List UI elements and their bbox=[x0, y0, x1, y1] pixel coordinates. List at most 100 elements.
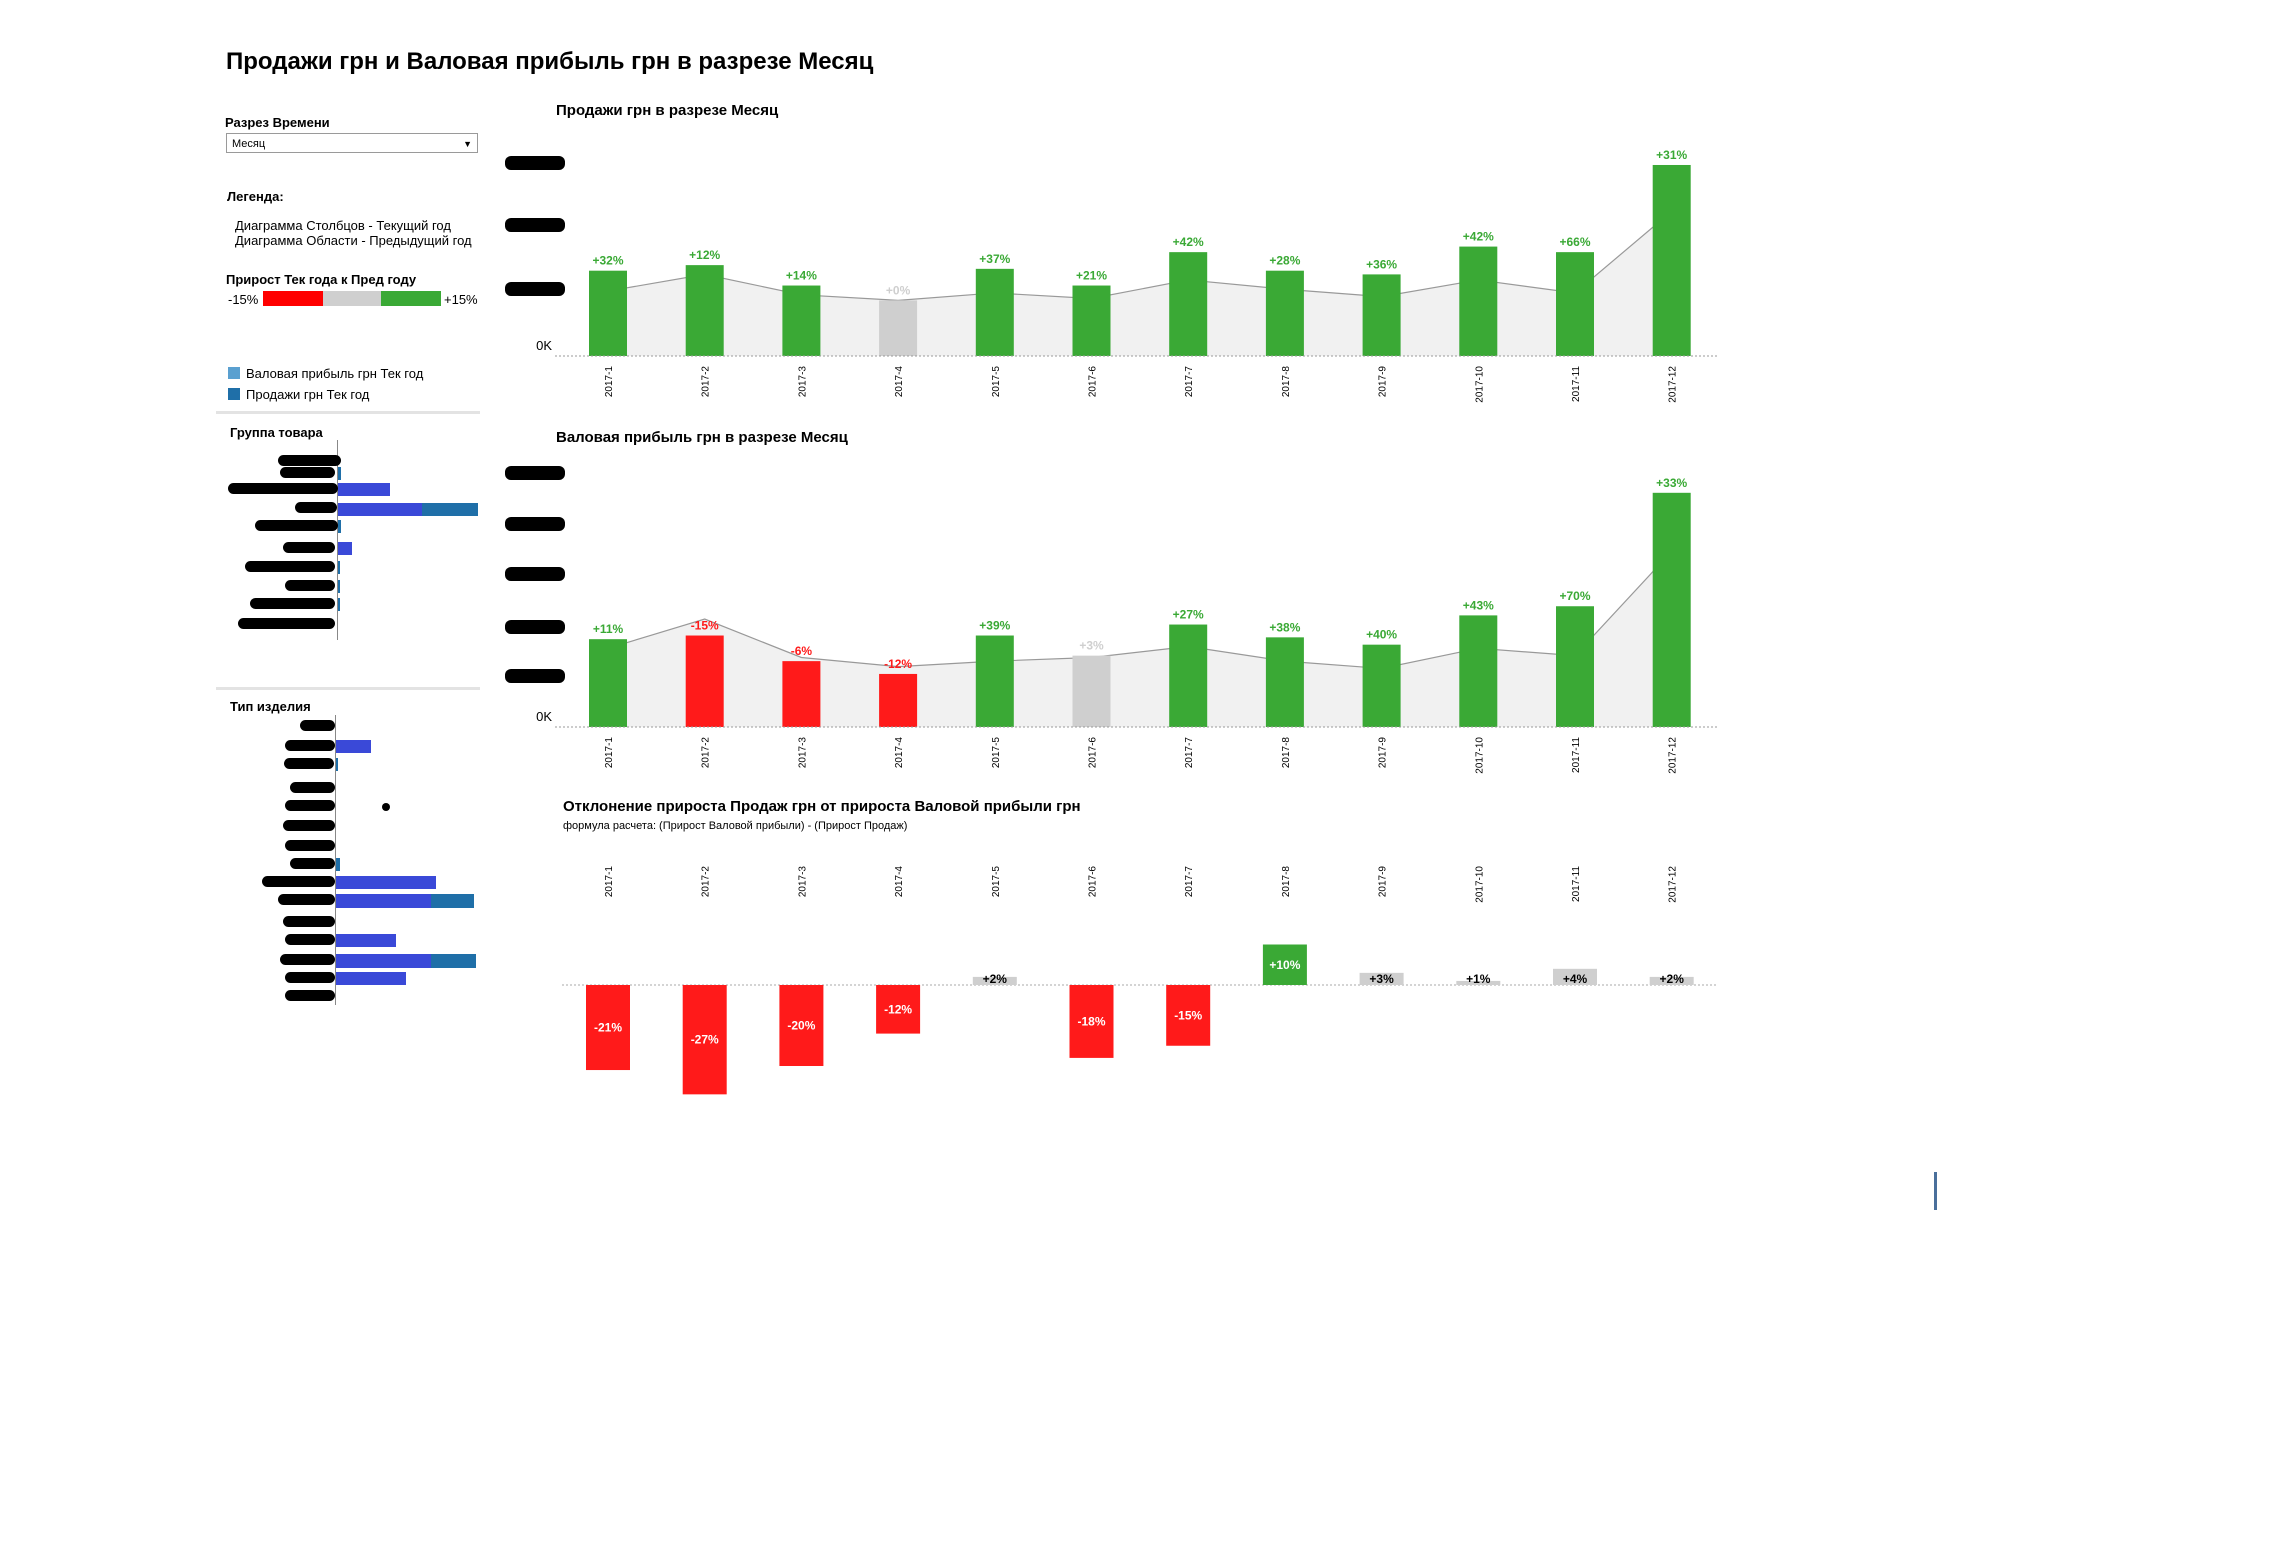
legend-line-area: Диаграмма Области - Предыдущий год bbox=[235, 233, 472, 248]
profit-zero-label: 0K bbox=[536, 709, 552, 724]
sales-bar bbox=[589, 270, 627, 356]
deviation-category-label: 2017-4 bbox=[894, 866, 905, 898]
deviation-category-label: 2017-9 bbox=[1378, 866, 1389, 898]
growth-scale-title: Прирост Тек года к Пред году bbox=[226, 272, 417, 287]
profit-bar bbox=[1556, 606, 1594, 727]
deviation-value-label: +2% bbox=[1660, 972, 1685, 986]
group-bar-profit bbox=[338, 503, 422, 516]
deviation-category-label: 2017-2 bbox=[701, 866, 712, 898]
profit-category-label: 2017-7 bbox=[1184, 737, 1195, 769]
sales-category-label: 2017-3 bbox=[797, 366, 808, 398]
redacted-label bbox=[295, 502, 337, 513]
redacted-label bbox=[280, 467, 335, 478]
profit-bar bbox=[1265, 637, 1304, 727]
legend-line-bars: Диаграмма Столбцов - Текущий год bbox=[235, 218, 451, 233]
sales-category-label: 2017-6 bbox=[1088, 366, 1099, 398]
redacted-label bbox=[285, 840, 335, 851]
group-bar bbox=[338, 580, 340, 593]
profit-growth-label: +33% bbox=[1656, 476, 1687, 490]
sales-category-label: 2017-8 bbox=[1281, 366, 1292, 398]
legend-title: Легенда: bbox=[227, 189, 284, 204]
redacted-axis-label bbox=[505, 218, 565, 232]
deviation-bar bbox=[972, 976, 1017, 985]
deviation-bar bbox=[1553, 968, 1597, 985]
growth-scale-red bbox=[263, 291, 323, 306]
separator bbox=[216, 411, 480, 414]
redacted-label bbox=[285, 990, 335, 1001]
sales-title: Продажи грн в разрезе Месяц bbox=[556, 102, 779, 119]
product-type-axis bbox=[335, 715, 336, 1005]
redacted-label bbox=[278, 894, 335, 905]
group-bar bbox=[338, 542, 352, 555]
group-bar bbox=[338, 483, 390, 496]
profit-bar bbox=[1459, 615, 1498, 727]
sales-category-label: 2017-1 bbox=[604, 366, 615, 398]
redacted-label bbox=[245, 561, 335, 572]
time-filter-dropdown[interactable]: Месяц ▼ bbox=[226, 133, 478, 153]
sales-bar bbox=[1362, 274, 1401, 356]
sales-growth-label: +37% bbox=[979, 252, 1010, 266]
sales-growth-label: +31% bbox=[1656, 148, 1687, 162]
deviation-category-label: 2017-5 bbox=[991, 866, 1002, 898]
sales-bar bbox=[1556, 252, 1594, 356]
sales-category-label: 2017-2 bbox=[701, 366, 712, 398]
redacted-axis-label bbox=[505, 567, 565, 581]
redacted-axis-label bbox=[505, 620, 565, 634]
redacted-label bbox=[283, 542, 335, 553]
redacted-label bbox=[280, 954, 335, 965]
product-group-axis bbox=[337, 440, 338, 640]
sales-category-label: 2017-11 bbox=[1571, 366, 1582, 402]
profit-category-label: 2017-12 bbox=[1668, 737, 1679, 774]
time-filter-value: Месяц bbox=[232, 138, 266, 150]
deviation-value-label: -20% bbox=[787, 1019, 815, 1033]
type-bar-profit bbox=[336, 894, 431, 908]
redacted-axis-label bbox=[505, 156, 565, 170]
sales-bar bbox=[975, 268, 1014, 356]
redacted-label bbox=[283, 820, 335, 831]
deviation-value-label: -12% bbox=[884, 1002, 912, 1016]
sales-legend-swatch bbox=[228, 388, 240, 400]
profit-category-label: 2017-3 bbox=[797, 737, 808, 769]
redacted-label bbox=[285, 740, 335, 751]
profit-bar bbox=[782, 661, 821, 727]
scrollbar-handle[interactable] bbox=[1934, 1172, 1937, 1210]
chevron-down-icon[interactable]: ▼ bbox=[463, 139, 472, 149]
type-bar bbox=[336, 876, 436, 889]
profit-category-label: 2017-2 bbox=[701, 737, 712, 769]
type-bar-sales bbox=[431, 954, 476, 968]
sales-growth-label: +12% bbox=[689, 248, 720, 262]
type-bar-sales bbox=[431, 894, 474, 908]
sales-growth-label: +0% bbox=[886, 283, 911, 297]
type-bar bbox=[336, 740, 371, 753]
profit-category-label: 2017-8 bbox=[1281, 737, 1292, 769]
redacted-label bbox=[228, 483, 338, 494]
deviation-value-label: -18% bbox=[1077, 1014, 1105, 1028]
deviation-category-label: 2017-12 bbox=[1668, 866, 1679, 903]
redacted-axis-label bbox=[505, 282, 565, 296]
profit-growth-label: +39% bbox=[979, 619, 1010, 633]
time-filter-label: Разрез Времени bbox=[225, 115, 330, 130]
sales-growth-label: +36% bbox=[1366, 257, 1397, 271]
redacted-label bbox=[285, 580, 335, 591]
type-bar bbox=[336, 858, 340, 871]
sales-bar bbox=[1265, 270, 1304, 356]
profit-category-label: 2017-4 bbox=[894, 737, 905, 769]
deviation-value-label: -27% bbox=[691, 1033, 719, 1047]
sales-growth-label: +42% bbox=[1463, 230, 1494, 244]
redacted-label bbox=[283, 916, 335, 927]
deviation-bar bbox=[779, 985, 824, 1066]
sales-bar bbox=[685, 265, 724, 356]
profit-category-label: 2017-5 bbox=[991, 737, 1002, 769]
sales-category-label: 2017-10 bbox=[1474, 366, 1485, 403]
profit-growth-label: +3% bbox=[1079, 639, 1104, 653]
product-group-title: Группа товара bbox=[230, 425, 323, 440]
redacted-label bbox=[290, 858, 335, 869]
profit-title: Валовая прибыль грн в разрезе Месяц bbox=[556, 429, 849, 446]
profit-category-label: 2017-1 bbox=[604, 737, 615, 769]
type-bar-profit bbox=[336, 954, 431, 968]
growth-scale-min: -15% bbox=[228, 292, 259, 307]
deviation-bar bbox=[1262, 944, 1307, 985]
deviation-bar bbox=[1069, 985, 1114, 1058]
profit-category-label: 2017-9 bbox=[1378, 737, 1389, 769]
